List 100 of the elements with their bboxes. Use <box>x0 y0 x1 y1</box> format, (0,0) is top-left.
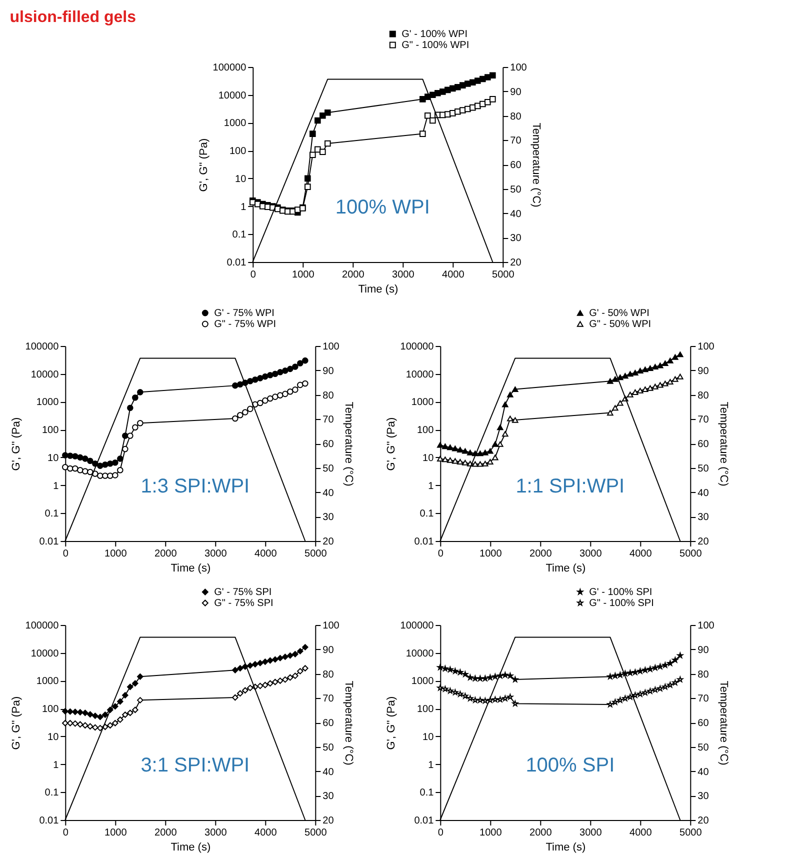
x-tick-label: 2000 <box>154 828 178 838</box>
y2-tick-label: 70 <box>322 694 334 705</box>
x-tick-label: 3000 <box>580 828 602 838</box>
y-tick-label: 10 <box>422 732 434 743</box>
y2-axis-title: Temperature (°C) <box>717 680 730 766</box>
y2-tick-label: 70 <box>322 414 334 426</box>
y2-tick-label: 100 <box>698 620 715 632</box>
y-tick-label: 0.01 <box>39 816 60 826</box>
legend-label: G' - 100% WPI <box>402 29 468 40</box>
y-tick-label: 1 <box>53 760 60 771</box>
y2-tick-label: 40 <box>322 766 334 778</box>
y-tick-label: 10 <box>48 452 60 464</box>
y-tick-label: 100000 <box>400 342 434 352</box>
y-tick-label: 10000 <box>218 90 247 102</box>
x-tick-label: 5000 <box>680 828 702 838</box>
x-tick-label: 0 <box>438 828 444 838</box>
annotation: 3:1 SPI:WPI <box>140 754 250 776</box>
x-axis-title: Time (s) <box>170 842 211 854</box>
y2-tick-label: 30 <box>322 791 334 802</box>
y2-tick-label: 20 <box>698 536 710 548</box>
y-tick-label: 10 <box>235 174 247 185</box>
y-tick-label: 10000 <box>30 369 60 380</box>
y2-tick-label: 40 <box>698 766 710 778</box>
y2-tick-label: 70 <box>510 136 522 147</box>
y-tick-label: 1000 <box>224 118 247 130</box>
x-tick-label: 0 <box>62 828 69 838</box>
x-tick-label: 0 <box>62 548 69 560</box>
y2-tick-label: 50 <box>322 742 334 754</box>
y-tick-label: 0.1 <box>420 508 434 520</box>
x-tick-label: 5000 <box>492 270 515 280</box>
x-axis-title: Time (s) <box>170 562 211 574</box>
x-tick-label: 4000 <box>630 828 652 838</box>
y-axis-title: G', G'' (Pa) <box>198 138 210 192</box>
y-tick-label: 1000 <box>36 397 60 408</box>
y-axis-title: G', G'' (Pa) <box>10 696 22 750</box>
y2-tick-label: 30 <box>322 512 334 524</box>
y-tick-label: 1000 <box>411 676 434 688</box>
legend-label: G" - 100% WPI <box>402 40 470 51</box>
y-tick-label: 10000 <box>406 369 434 380</box>
y2-tick-label: 50 <box>698 742 710 754</box>
x-tick-label: 4000 <box>254 828 278 838</box>
y2-tick-label: 50 <box>698 463 710 474</box>
annotation: 100% SPI <box>526 754 615 776</box>
y2-tick-label: 90 <box>698 644 710 656</box>
x-axis-title: Time (s) <box>546 842 586 854</box>
y-tick-label: 100000 <box>25 620 60 632</box>
y2-tick-label: 40 <box>510 208 522 220</box>
y-tick-label: 10 <box>48 732 60 743</box>
y2-axis-title: Temperature (°C) <box>530 122 542 208</box>
annotation: 100% WPI <box>335 196 430 218</box>
y2-tick-label: 60 <box>698 439 710 450</box>
y2-tick-label: 40 <box>322 488 334 499</box>
y-tick-label: 100000 <box>212 62 247 74</box>
y-tick-label: 0.01 <box>414 816 434 826</box>
y2-tick-label: 20 <box>322 816 334 826</box>
y-tick-label: 100 <box>416 704 434 716</box>
y2-tick-label: 60 <box>322 718 334 729</box>
y-axis-title: G', G'' (Pa) <box>10 417 22 471</box>
x-axis-title: Time (s) <box>546 562 586 574</box>
y-tick-label: 10000 <box>30 648 60 660</box>
y-tick-label: 0.1 <box>44 788 60 799</box>
x-tick-label: 4000 <box>630 548 652 560</box>
x-tick-label: 1000 <box>104 548 128 560</box>
x-tick-label: 2000 <box>530 548 552 560</box>
y-tick-label: 100 <box>229 146 247 158</box>
x-tick-label: 5000 <box>680 548 702 560</box>
legend-label: G" - 75% SPI <box>214 598 274 609</box>
y2-tick-label: 80 <box>322 390 334 402</box>
y2-tick-label: 100 <box>322 620 340 632</box>
y-tick-label: 0.1 <box>420 788 434 799</box>
y2-tick-label: 100 <box>322 342 340 352</box>
y-tick-label: 10000 <box>406 648 434 660</box>
y-tick-label: 0.01 <box>414 536 434 548</box>
x-tick-label: 2000 <box>530 828 552 838</box>
y2-tick-label: 50 <box>510 184 522 196</box>
legend-label: G' - 50% WPI <box>589 308 650 319</box>
text: ulsion-filled gels <box>10 9 136 26</box>
x-tick-label: 1000 <box>480 828 502 838</box>
y-tick-label: 0.1 <box>232 230 247 241</box>
y-tick-label: 100 <box>42 704 60 716</box>
y-tick-label: 0.01 <box>226 258 247 268</box>
x-tick-label: 5000 <box>304 828 328 838</box>
x-tick-label: 2000 <box>154 548 178 560</box>
x-tick-label: 3000 <box>204 548 228 560</box>
y2-tick-label: 40 <box>698 488 710 499</box>
x-tick-label: 5000 <box>304 548 328 560</box>
y2-tick-label: 70 <box>698 414 710 426</box>
y-tick-label: 100000 <box>400 620 434 632</box>
y2-tick-label: 80 <box>322 669 334 680</box>
y-tick-label: 10 <box>422 452 434 464</box>
x-tick-label: 2000 <box>342 270 365 280</box>
y2-tick-label: 20 <box>322 536 334 548</box>
x-tick-label: 4000 <box>254 548 278 560</box>
legend-label: G" - 100% SPI <box>589 598 654 609</box>
y2-tick-label: 60 <box>698 718 710 729</box>
x-tick-label: 0 <box>438 548 444 560</box>
y-tick-label: 1 <box>53 480 60 492</box>
y-tick-label: 0.1 <box>44 508 60 520</box>
legend-label: G' - 75% WPI <box>214 308 274 319</box>
y2-axis-title: Temperature (°C) <box>342 402 354 486</box>
